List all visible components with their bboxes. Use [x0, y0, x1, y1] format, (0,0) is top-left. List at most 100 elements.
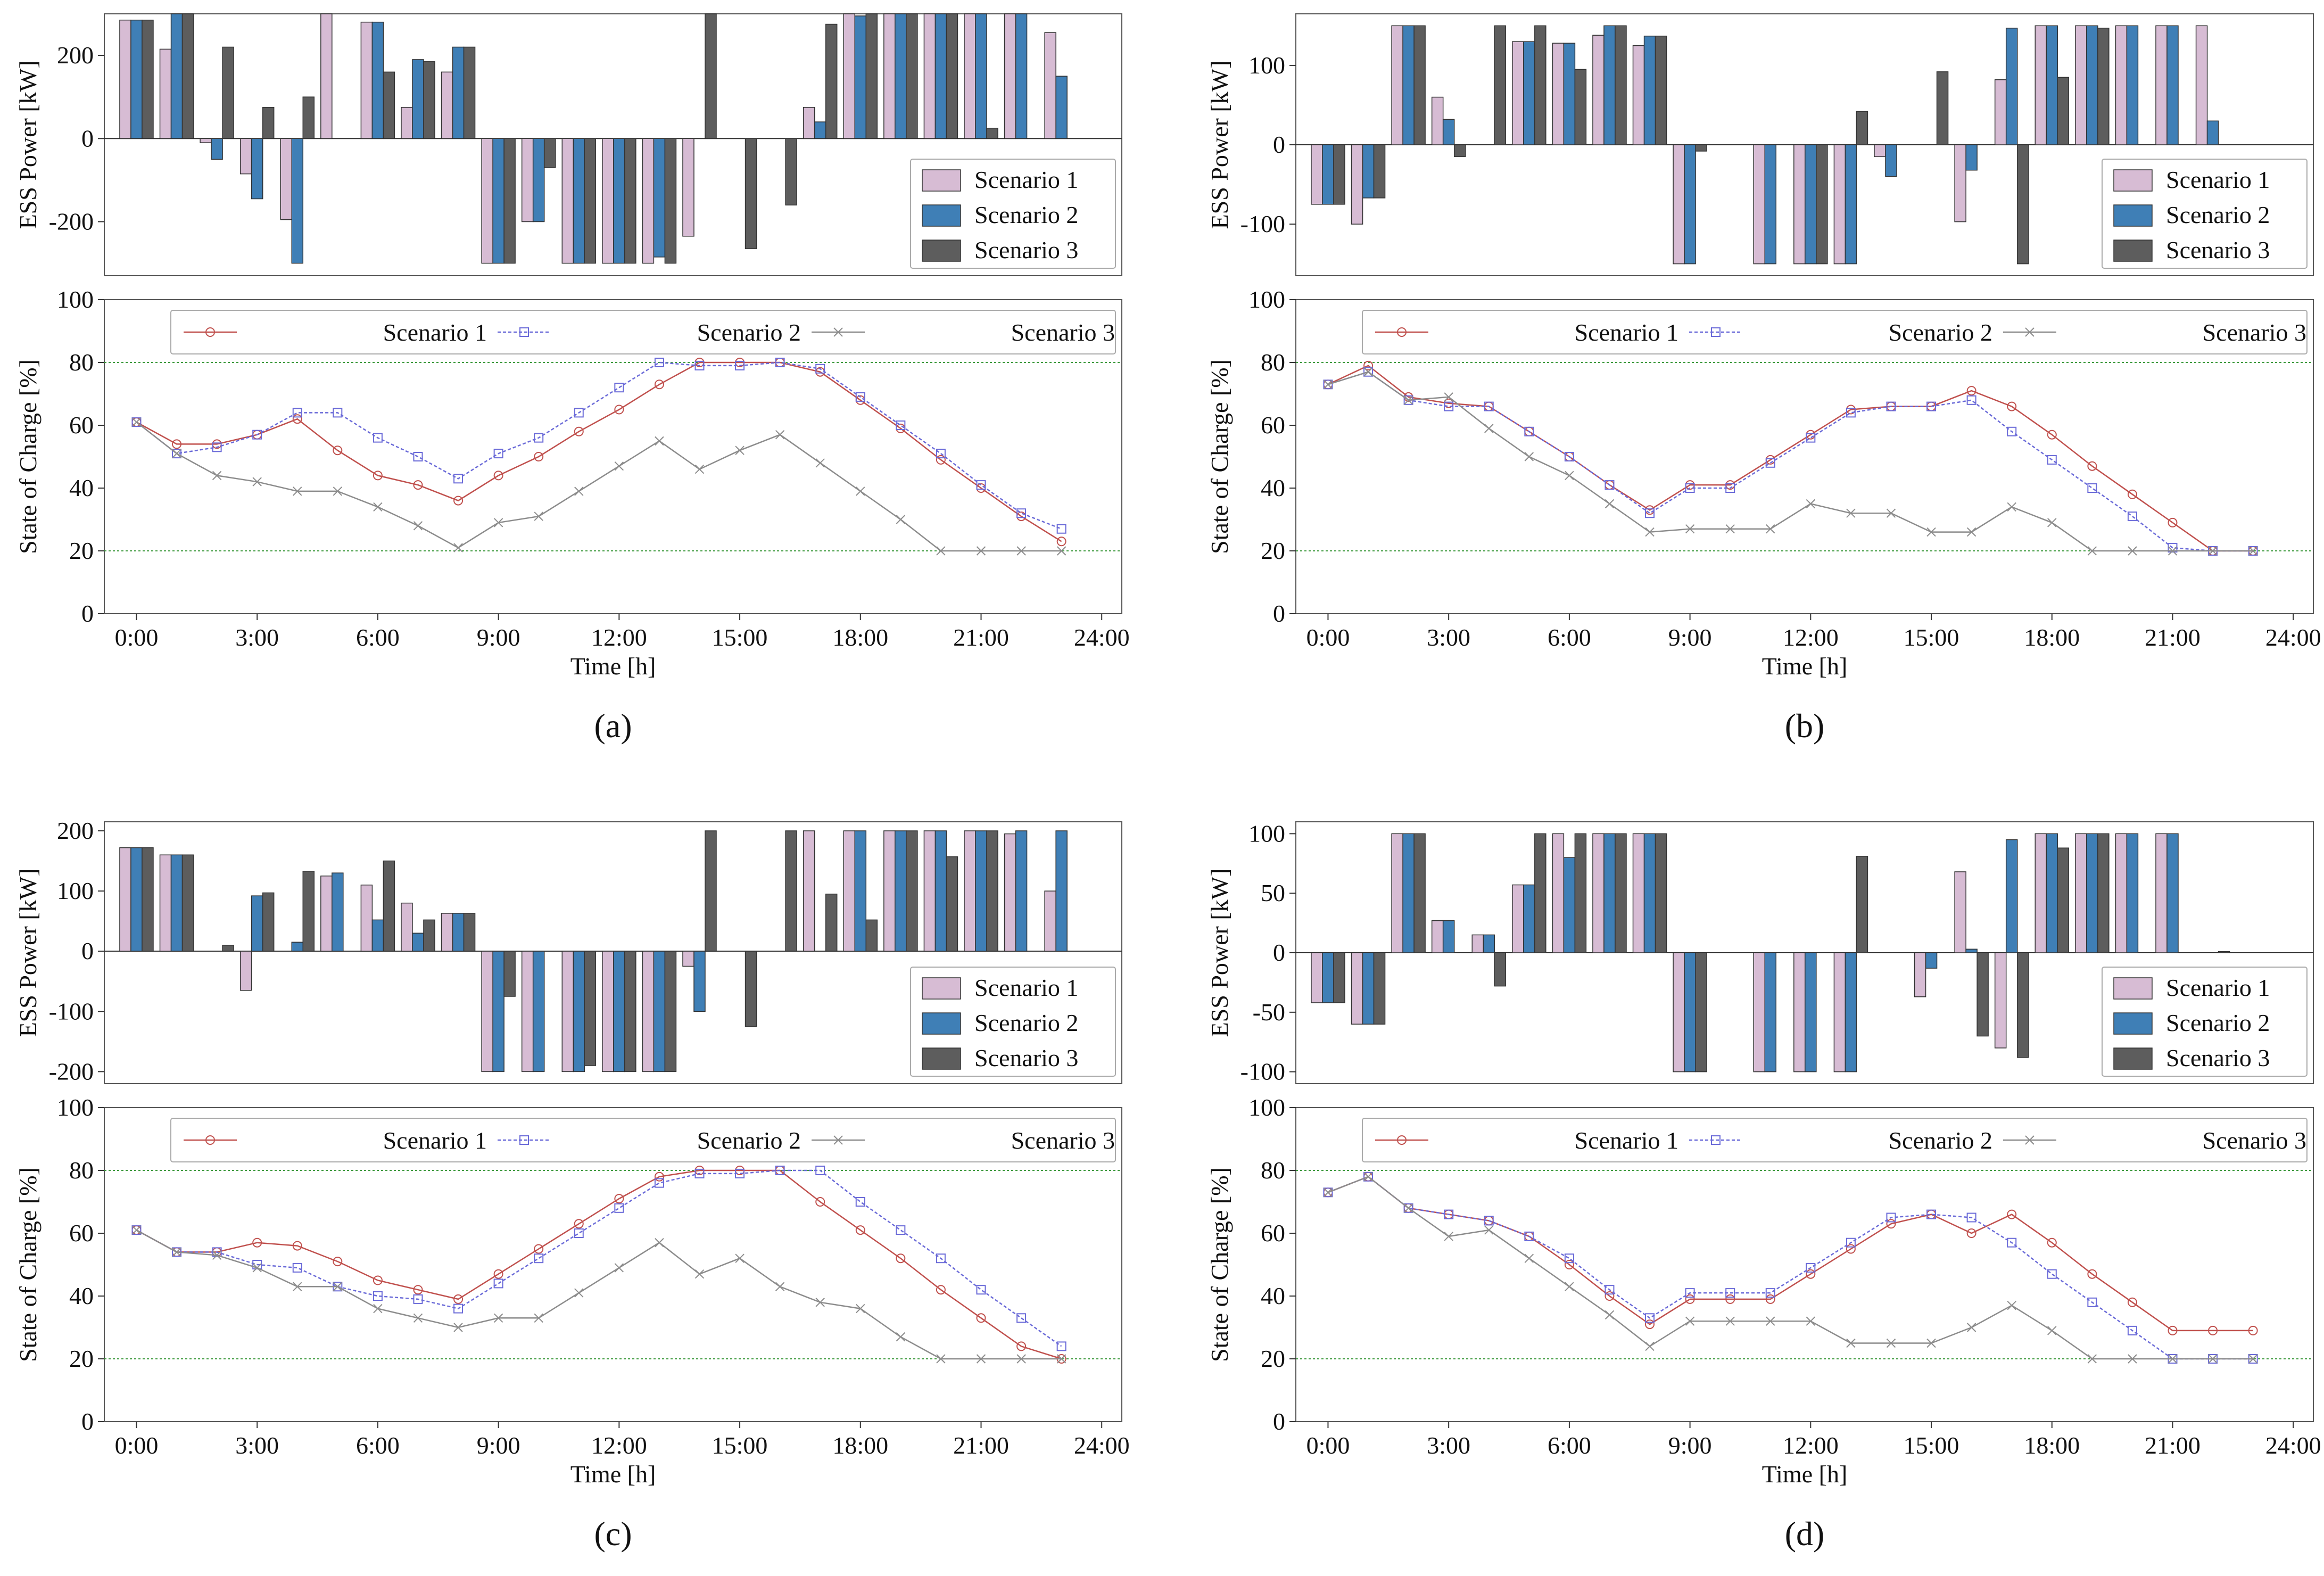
ess-power-legend: Scenario 1 Scenario 2 Scenario 3	[910, 159, 1116, 269]
bar-s1	[1512, 41, 1524, 145]
x-tick-label: 3:00	[235, 624, 279, 651]
bar-s3	[503, 138, 516, 264]
soc-point-s2	[775, 1166, 785, 1175]
soc-point-s3	[333, 486, 343, 496]
bar-s2	[1684, 144, 1696, 265]
soc-point-s1	[493, 471, 503, 481]
bar-s3	[2057, 847, 2070, 953]
bar-s3	[1936, 71, 1949, 145]
legend-label-s1: Scenario 1	[974, 166, 1078, 193]
ess-power-legend: Scenario 1 Scenario 2 Scenario 3	[2102, 159, 2308, 269]
soc-point-s1	[614, 1194, 624, 1204]
soc-point-s2	[1564, 452, 1574, 461]
soc-point-s1	[2007, 1209, 2017, 1219]
legend-swatch-s2	[2113, 1012, 2153, 1035]
y-tick-label: -100	[1240, 1058, 1285, 1085]
soc-point-s1	[1846, 1244, 1856, 1254]
bar-s2	[975, 13, 987, 139]
bar-s3	[1856, 856, 1868, 953]
x-tick-label: 6:00	[356, 1432, 400, 1459]
bar-s2	[251, 895, 263, 952]
bar-s2	[653, 951, 666, 1072]
bar-s1	[602, 951, 614, 1072]
soc-point-s2	[1524, 1231, 1534, 1241]
soc-point-s3	[1766, 524, 1775, 534]
soc-point-s3	[2128, 546, 2137, 556]
bar-s3	[463, 913, 476, 952]
soc-point-s2	[2127, 511, 2137, 522]
bar-s2	[653, 138, 666, 258]
bar-s2	[371, 919, 384, 952]
x-tick-label: 18:00	[2024, 1432, 2080, 1459]
soc-point-s2	[292, 1263, 302, 1273]
bar-s3	[2016, 952, 2029, 1058]
soc-legend: Scenario 1 Scenario 2 Scenario 3	[170, 310, 1116, 354]
legend-swatch-s1	[2113, 977, 2153, 1000]
soc-point-s2	[1685, 483, 1695, 493]
bar-s3	[785, 830, 797, 952]
soc-point-s2	[1323, 1187, 1333, 1198]
bar-s3	[543, 138, 556, 168]
bar-s3	[262, 106, 275, 139]
soc-point-s2	[2007, 1237, 2017, 1248]
bar-s1	[1004, 833, 1016, 952]
soc-point-s2	[1886, 401, 1896, 411]
bar-s2	[814, 121, 826, 139]
soc-point-s3	[172, 1247, 181, 1257]
soc-point-s2	[131, 1225, 142, 1235]
legend-marker-s2	[519, 1135, 529, 1145]
x-tick-label: 0:00	[1306, 1432, 1350, 1459]
x-tick-label: 3:00	[235, 1432, 279, 1459]
y-tick-label: -200	[49, 208, 94, 235]
soc-point-s3	[2007, 502, 2016, 512]
soc-point-s2	[292, 408, 302, 418]
y-tick-label: 0	[1273, 600, 1285, 627]
bar-s3	[181, 13, 194, 139]
soc-point-s3	[333, 1282, 343, 1292]
legend-box	[1362, 310, 2308, 354]
panel-label: (a)	[594, 707, 632, 745]
soc-point-s2	[1926, 1209, 1937, 1219]
bar-s2	[2046, 833, 2058, 953]
soc-point-s1	[413, 1285, 423, 1295]
bar-s1	[481, 951, 493, 1072]
bar-s1	[2195, 25, 2208, 145]
bar-s2	[2086, 833, 2098, 953]
x-tick-label: 18:00	[2024, 624, 2080, 651]
soc-point-s3	[2248, 546, 2258, 556]
soc-point-s3	[856, 1303, 865, 1314]
ess-power-legend: Scenario 1 Scenario 2 Scenario 3	[910, 967, 1116, 1077]
soc-point-s3	[1363, 1172, 1373, 1182]
bar-s2	[1885, 144, 1897, 177]
soc-chart: 0 20 40 60 80 100 0:00 3:00 6:00 9:00 12:00 15:00 18…	[1206, 286, 2321, 680]
soc-frame	[104, 299, 1122, 614]
y-tick-label: -100	[49, 997, 94, 1025]
legend-marker-s1	[1397, 327, 1407, 337]
bar-s3	[624, 951, 636, 1072]
legend-swatch-s3	[922, 240, 961, 262]
x-tick-label: 9:00	[477, 624, 520, 651]
soc-point-s1	[1645, 1319, 1655, 1330]
y-tick-label: 0	[1273, 939, 1285, 966]
bar-s1	[1351, 952, 1363, 1025]
soc-point-s2	[815, 364, 825, 374]
bar-s3	[745, 138, 757, 249]
soc-point-s2	[1806, 1263, 1816, 1273]
soc-point-s2	[654, 358, 664, 367]
soc-point-s2	[735, 360, 745, 370]
soc-point-s3	[936, 546, 946, 556]
soc-point-s3	[1966, 1323, 1976, 1332]
soc-point-s3	[655, 436, 664, 446]
soc-line-s2	[1328, 1176, 2253, 1360]
soc-point-s3	[413, 1313, 423, 1323]
bar-s3	[1333, 952, 1345, 1003]
bar-s1	[1431, 96, 1444, 145]
soc-point-s2	[2087, 1297, 2097, 1307]
soc-legend: Scenario 1 Scenario 2 Scenario 3	[1362, 1118, 2308, 1162]
bar-s3	[1373, 952, 1386, 1025]
legend-label-s2: Scenario 2	[2166, 1009, 2270, 1036]
soc-point-s3	[1444, 392, 1453, 402]
soc-point-s2	[1765, 1288, 1775, 1298]
x-tick-label: 18:00	[832, 1432, 888, 1459]
soc-point-s3	[574, 486, 584, 496]
